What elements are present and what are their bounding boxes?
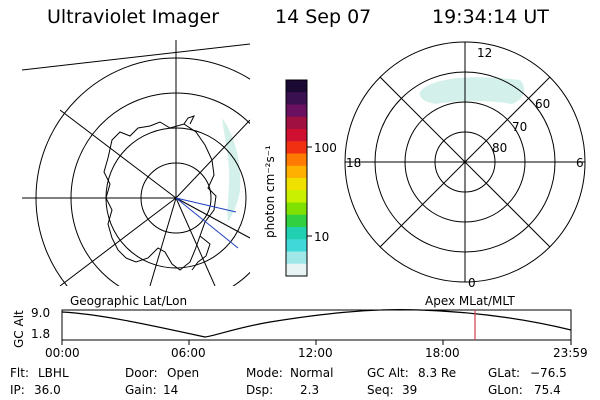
colorbar-segment	[286, 190, 307, 203]
colorbar-segment	[286, 263, 307, 277]
colorbar-tick-10: 10	[314, 230, 330, 244]
altitude-curve	[61, 309, 572, 338]
colorbar-segment	[286, 227, 307, 240]
glon-value: 75.4	[534, 383, 561, 397]
colorbar-segment	[286, 141, 307, 154]
colorbar-segment	[286, 153, 307, 167]
glat-value: −76.5	[530, 366, 567, 380]
altitude-tick-low: 1.8	[31, 327, 51, 341]
altitude-tick-high: 9.0	[31, 306, 51, 320]
apex-map	[344, 41, 586, 283]
time-tick-1800: 18:00	[425, 346, 460, 360]
apex-map-label: Apex MLat/MLT	[425, 294, 515, 308]
colorbar-segment	[286, 80, 307, 93]
gcalt-value: 8.3 Re	[418, 366, 457, 380]
dsp-label: Dsp:	[246, 383, 274, 397]
door-value: Open	[167, 366, 200, 380]
colorbar-segment	[286, 165, 307, 179]
mlat-label-80: 80	[492, 141, 508, 155]
time-tick-0600: 06:00	[171, 346, 206, 360]
colorbar-segment	[286, 129, 307, 142]
colorbar-segment	[286, 251, 307, 265]
continent-outline	[103, 121, 217, 271]
colorbar	[285, 79, 312, 277]
mode-label: Mode:	[246, 366, 283, 380]
auroral-emission-right	[419, 77, 525, 104]
colorbar-border	[285, 79, 308, 277]
time-tick-0000: 00:00	[45, 346, 80, 360]
mlt-label-18: 18	[346, 156, 362, 170]
time-tick-1200: 12:00	[298, 346, 333, 360]
flt-value: LBHL	[38, 366, 69, 380]
instrument-title: Ultraviolet Imager	[47, 6, 220, 28]
colorbar-segment	[286, 214, 307, 228]
mlt-label-0: 0	[468, 276, 476, 290]
seq-value: 39	[402, 383, 418, 397]
mlat-label-70: 70	[512, 120, 528, 134]
glat-label: GLat:	[488, 366, 521, 380]
mode-value: Normal	[290, 366, 334, 380]
gcalt-label: GC Alt:	[367, 366, 409, 380]
seq-label: Seq:	[367, 383, 394, 397]
geographic-map	[22, 40, 250, 286]
altitude-plot	[61, 309, 572, 345]
colorbar-segment	[286, 239, 307, 252]
dsp-value: 2.3	[300, 383, 320, 397]
colorbar-segment	[286, 116, 307, 130]
glon-label: GLon:	[488, 383, 523, 397]
date-label: 14 Sep 07	[275, 6, 372, 28]
geographic-map-label: Geographic Lat/Lon	[70, 294, 188, 308]
time-tick-2359: 23:59	[553, 346, 588, 360]
flt-label: Flt:	[10, 366, 29, 380]
mlt-label-12: 12	[477, 46, 493, 60]
colorbar-segment	[286, 92, 307, 105]
gain-label: Gain:	[125, 383, 157, 397]
gain-value: 14	[163, 383, 179, 397]
time-label: 19:34:14 UT	[432, 6, 549, 28]
colorbar-segment	[286, 202, 307, 216]
mlt-label-6: 6	[576, 156, 584, 170]
colorbar-segment	[286, 104, 307, 118]
altitude-axis-label: GC Alt	[12, 310, 26, 348]
colorbar-tick-100: 100	[314, 141, 337, 155]
colorbar-segment	[286, 178, 307, 191]
mlat-label-60: 60	[535, 97, 551, 111]
colorbar-unit-label: photon cm⁻²s⁻¹	[263, 145, 277, 238]
ip-value: 36.0	[34, 383, 61, 397]
ip-label: IP:	[10, 383, 25, 397]
door-label: Door:	[125, 366, 158, 380]
